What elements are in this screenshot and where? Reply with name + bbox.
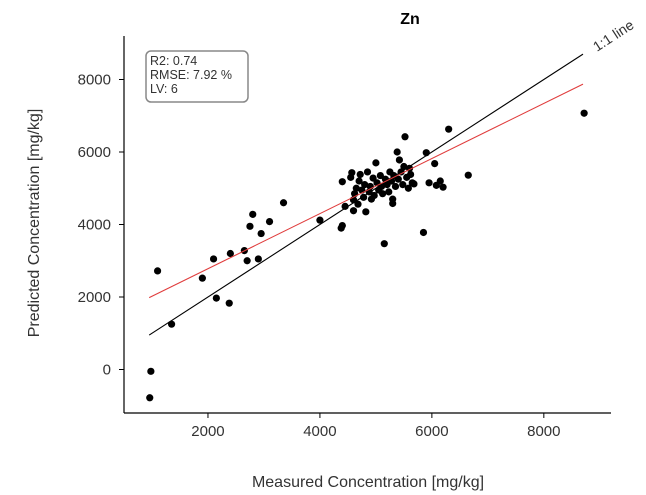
data-point (410, 180, 418, 188)
data-point (393, 148, 401, 156)
data-point (198, 274, 206, 282)
stats-box: R2: 0.74 RMSE: 7.92 % LV: 6 (145, 50, 249, 103)
stats-rmse: RMSE: 7.92 % (150, 68, 232, 82)
x-axis-ticks: 2000 4000 6000 8000 (191, 413, 561, 440)
regression-lines-layer (148, 53, 584, 336)
data-point (385, 188, 393, 196)
data-point (436, 177, 444, 185)
y-tick-label: 0 (103, 362, 111, 379)
data-point (226, 249, 234, 258)
stats-r2: R2: 0.74 (150, 54, 197, 68)
data-point (249, 210, 257, 218)
data-point (243, 257, 251, 265)
data-point (146, 394, 154, 402)
data-point (279, 199, 288, 207)
data-point (352, 184, 360, 192)
data-point (431, 160, 439, 168)
data-point (341, 202, 349, 210)
data-point (370, 191, 378, 200)
data-point (361, 181, 369, 189)
data-point (445, 125, 453, 133)
data-point (355, 177, 363, 185)
stats-box-frame (145, 50, 249, 103)
data-point (354, 200, 362, 208)
y-tick-label: 6000 (78, 144, 111, 161)
x-tick-label: 4000 (303, 423, 336, 440)
data-point (389, 195, 397, 203)
data-point (394, 175, 402, 183)
data-point (369, 174, 377, 182)
data-point (425, 179, 433, 187)
data-point (399, 181, 407, 189)
y-tick-label: 4000 (78, 217, 111, 234)
x-axis-label: Measured Concentration [mg/kg] (252, 474, 484, 491)
data-point (356, 170, 364, 179)
data-point (209, 255, 218, 263)
data-point (212, 294, 220, 302)
data-point (395, 156, 404, 164)
y-axis-label: Predicted Concentration [mg/kg] (26, 109, 43, 338)
y-tick-label: 8000 (78, 72, 111, 89)
data-point (362, 208, 370, 216)
data-point (257, 229, 265, 238)
data-points-layer (146, 109, 588, 402)
data-point (316, 216, 324, 224)
data-point (400, 162, 408, 171)
y-axis-ticks: 0 2000 4000 6000 8000 (78, 72, 124, 379)
data-point (372, 159, 380, 167)
x-tick-label: 6000 (415, 423, 448, 440)
data-point (379, 190, 387, 198)
data-point (254, 255, 262, 263)
fit-line (148, 83, 584, 299)
data-point (401, 133, 409, 141)
data-point (380, 240, 388, 248)
data-point (580, 109, 588, 117)
y-tick-label: 2000 (78, 289, 111, 306)
data-point (225, 299, 233, 307)
data-point (391, 182, 400, 191)
stats-lv: LV: 6 (150, 82, 178, 96)
data-point (407, 170, 415, 179)
data-point (338, 178, 346, 186)
data-point (404, 184, 412, 192)
data-point (348, 169, 356, 177)
identity-line (148, 53, 584, 336)
data-point (153, 267, 162, 275)
x-tick-label: 2000 (191, 423, 224, 440)
data-point (338, 221, 346, 230)
data-point (265, 218, 274, 226)
x-tick-label: 8000 (527, 423, 560, 440)
chart-title: Zn (400, 11, 420, 28)
data-point (147, 367, 155, 375)
data-point (464, 171, 472, 179)
data-point (363, 168, 372, 176)
data-point (419, 228, 428, 237)
data-point (246, 222, 254, 230)
data-point (167, 320, 176, 328)
data-point (439, 183, 447, 191)
identity-line-label: 1:1 line (590, 16, 637, 54)
data-point (349, 207, 358, 215)
data-point (376, 171, 384, 180)
